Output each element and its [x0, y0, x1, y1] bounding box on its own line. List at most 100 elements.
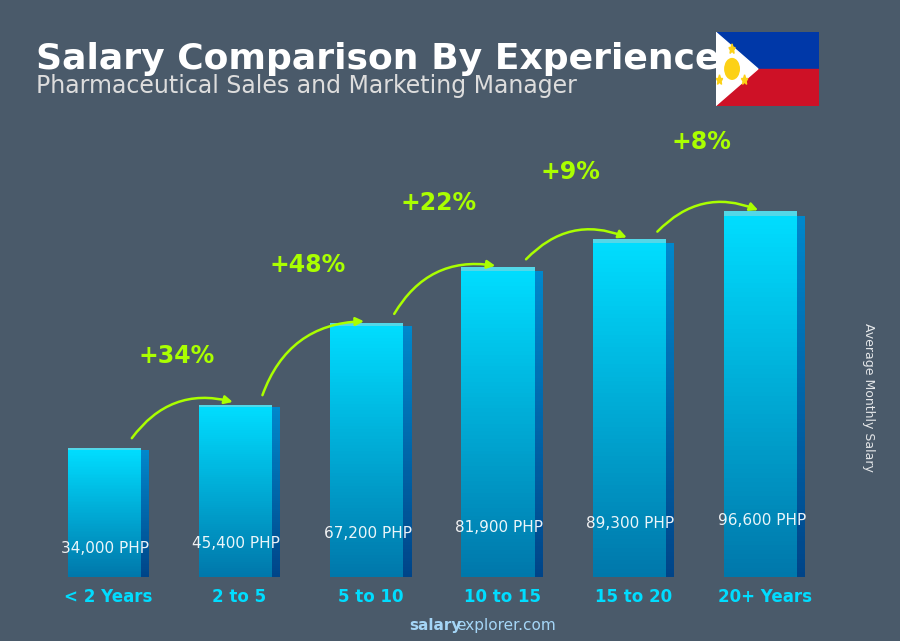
- Bar: [68, 523, 140, 524]
- Bar: [330, 404, 403, 407]
- Bar: [68, 496, 140, 497]
- Bar: [724, 396, 797, 401]
- Bar: [724, 442, 797, 446]
- Bar: [535, 351, 543, 355]
- Bar: [666, 381, 674, 385]
- Bar: [797, 360, 806, 365]
- Bar: [403, 464, 411, 467]
- Bar: [593, 331, 666, 335]
- Bar: [535, 286, 543, 290]
- Bar: [666, 519, 674, 522]
- Bar: [535, 542, 543, 546]
- Bar: [593, 497, 666, 502]
- Bar: [68, 536, 140, 537]
- Bar: [462, 478, 535, 481]
- Bar: [68, 567, 140, 569]
- Bar: [724, 320, 797, 324]
- Bar: [68, 531, 140, 533]
- Bar: [68, 461, 140, 463]
- Bar: [724, 491, 797, 495]
- Bar: [68, 538, 140, 540]
- Bar: [724, 424, 797, 428]
- Bar: [403, 458, 411, 461]
- Bar: [797, 405, 806, 410]
- Bar: [140, 512, 148, 513]
- Bar: [272, 418, 280, 420]
- Bar: [330, 448, 403, 451]
- Bar: [593, 364, 666, 368]
- Bar: [199, 511, 272, 513]
- Bar: [462, 404, 535, 408]
- Bar: [199, 470, 272, 473]
- Bar: [535, 515, 543, 519]
- Bar: [593, 251, 666, 256]
- Bar: [403, 360, 411, 363]
- Bar: [403, 401, 411, 404]
- Bar: [797, 428, 806, 433]
- Text: 67,200 PHP: 67,200 PHP: [324, 526, 411, 541]
- Bar: [272, 509, 280, 511]
- Bar: [68, 512, 140, 513]
- Bar: [68, 576, 140, 577]
- Bar: [666, 410, 674, 414]
- Bar: [724, 532, 797, 537]
- Bar: [535, 412, 543, 416]
- Bar: [68, 550, 140, 551]
- Bar: [535, 470, 543, 474]
- Bar: [666, 494, 674, 497]
- Bar: [272, 426, 280, 428]
- Bar: [199, 445, 272, 447]
- Bar: [462, 493, 535, 497]
- Bar: [330, 564, 403, 567]
- Bar: [535, 328, 543, 332]
- Bar: [593, 372, 666, 376]
- Bar: [272, 572, 280, 575]
- Bar: [68, 518, 140, 520]
- Bar: [462, 573, 535, 577]
- Bar: [272, 447, 280, 449]
- Bar: [724, 243, 797, 247]
- Bar: [593, 276, 666, 281]
- Bar: [797, 225, 806, 229]
- Bar: [199, 549, 272, 551]
- Bar: [403, 376, 411, 379]
- Bar: [68, 464, 140, 465]
- Bar: [68, 554, 140, 556]
- Bar: [403, 527, 411, 529]
- Bar: [535, 424, 543, 428]
- Bar: [666, 372, 674, 376]
- Bar: [593, 556, 666, 560]
- Bar: [462, 451, 535, 454]
- Bar: [724, 310, 797, 315]
- Bar: [68, 504, 140, 505]
- Bar: [403, 332, 411, 335]
- Bar: [535, 370, 543, 374]
- Bar: [797, 414, 806, 419]
- Bar: [199, 517, 272, 520]
- Text: +9%: +9%: [540, 160, 600, 184]
- Bar: [593, 260, 666, 264]
- Bar: [199, 473, 272, 475]
- Bar: [68, 487, 140, 488]
- Bar: [724, 215, 797, 221]
- Bar: [140, 542, 148, 544]
- Bar: [272, 462, 280, 465]
- Bar: [330, 464, 403, 467]
- Bar: [593, 402, 666, 406]
- Bar: [593, 485, 666, 489]
- Bar: [199, 556, 272, 558]
- Bar: [462, 351, 535, 355]
- Bar: [199, 426, 272, 428]
- Bar: [593, 293, 666, 297]
- Bar: [666, 331, 674, 335]
- Bar: [462, 558, 535, 562]
- Bar: [330, 467, 403, 470]
- Bar: [199, 532, 272, 535]
- Bar: [199, 496, 272, 499]
- Bar: [797, 478, 806, 482]
- Bar: [724, 509, 797, 513]
- Bar: [797, 495, 806, 500]
- Bar: [330, 357, 403, 360]
- Bar: [593, 522, 666, 527]
- Bar: [797, 469, 806, 473]
